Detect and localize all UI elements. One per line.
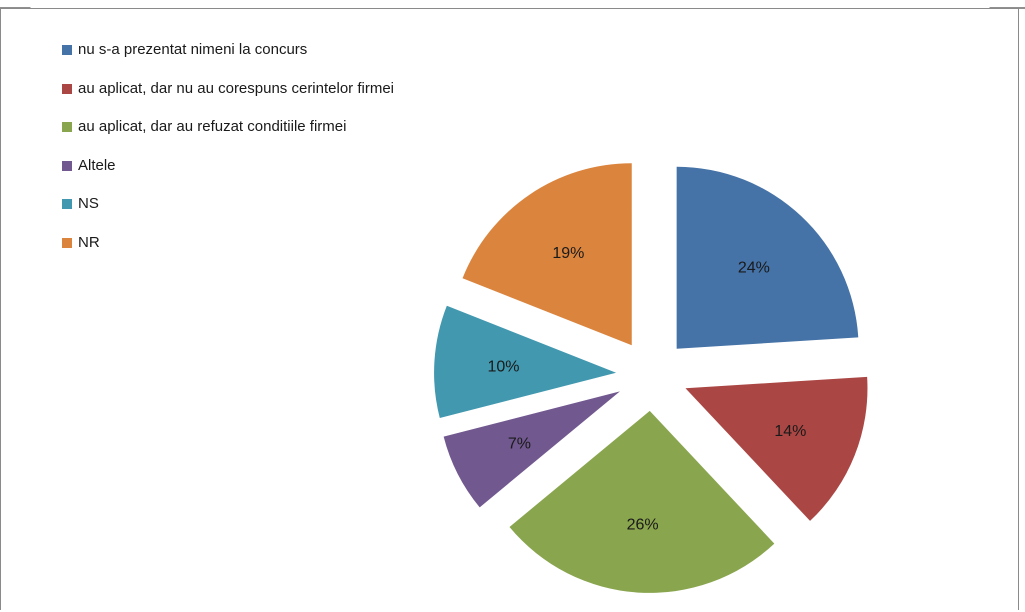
pie-slice (462, 163, 632, 346)
slice-data-label: 7% (508, 436, 531, 453)
pie-slice (434, 305, 617, 419)
legend-label: Altele (78, 156, 116, 174)
legend-swatch (62, 199, 72, 209)
slice-data-label: 24% (738, 260, 770, 277)
legend-swatch (62, 237, 72, 248)
slice-data-label: 14% (774, 423, 806, 440)
pie-slice (443, 391, 620, 508)
chart-legend: nu s-a prezentat nimeni la concurs au apl… (62, 40, 394, 271)
legend-swatch (62, 83, 72, 94)
legend-label: nu s-a prezentat nimeni la concurs (78, 41, 308, 58)
legend-label: au aplicat, dar nu au corespuns cerintel… (78, 79, 394, 97)
legend-item: Altele (62, 156, 394, 195)
pie-slice (676, 166, 859, 349)
legend-swatch (62, 122, 72, 132)
legend-label: NR (78, 233, 100, 251)
legend-item: au aplicat, dar nu au corespuns cerintel… (62, 79, 394, 118)
legend-item: NS (62, 194, 394, 233)
slice-data-label: 10% (487, 359, 519, 376)
slice-data-label: 19% (552, 245, 584, 262)
legend-label: au aplicat, dar au refuzat conditiile fi… (78, 118, 347, 135)
legend-item: NR (62, 233, 394, 272)
legend-item: au aplicat, dar au refuzat conditiile fi… (62, 117, 394, 156)
legend-label: NS (78, 195, 99, 212)
legend-swatch (62, 45, 72, 55)
legend-swatch (62, 160, 72, 171)
slice-data-label: 26% (627, 517, 659, 534)
legend-item: nu s-a prezentat nimeni la concurs (62, 40, 394, 79)
pie-slice (509, 410, 775, 593)
pie-slice (685, 376, 868, 521)
